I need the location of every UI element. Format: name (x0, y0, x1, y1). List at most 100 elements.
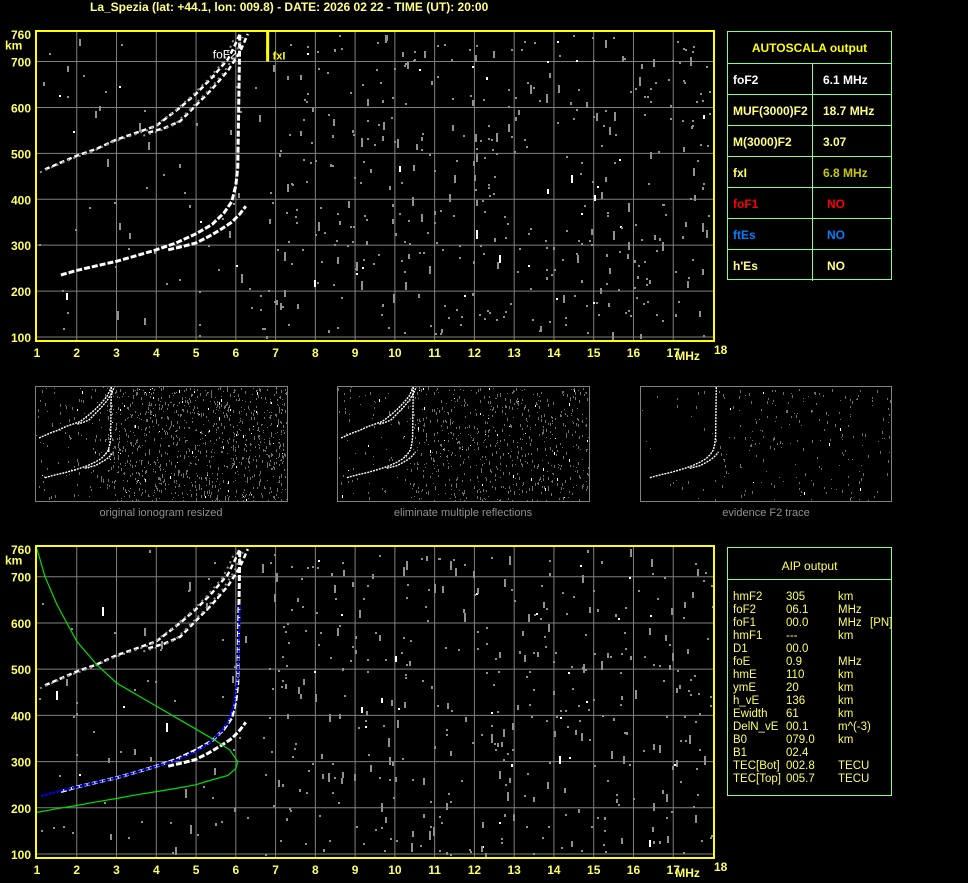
thumbnail-noise (517, 408, 518, 409)
thumbnail-noise (205, 390, 206, 391)
noise-echo (624, 732, 626, 734)
thumbnail-noise (516, 483, 517, 486)
autoscala-param-value: NO (827, 258, 845, 273)
thumbnail-noise (247, 481, 248, 483)
thumbnail-noise (438, 475, 439, 477)
noise-echo (430, 325, 432, 327)
thumbnail-noise (889, 452, 890, 453)
x-tick-label: 16 (627, 863, 641, 877)
thumbnail-noise (460, 499, 461, 500)
noise-echo (312, 108, 314, 112)
noise-echo (501, 838, 503, 840)
autoscala-row: fxI 6.8 MHz (728, 156, 891, 188)
noise-echo (690, 57, 692, 66)
thumbnail-noise (212, 485, 213, 488)
thumbnail-noise (281, 409, 282, 410)
noise-echo (509, 778, 511, 783)
thumbnail-noise (241, 462, 242, 465)
thumbnail-noise (414, 463, 415, 465)
thumbnail-noise (141, 419, 142, 420)
thumbnail-noise (246, 494, 247, 495)
thumbnail-noise (432, 409, 433, 412)
thumbnail-noise (113, 409, 114, 410)
thumbnail-noise (47, 468, 48, 470)
noise-echo (449, 194, 451, 202)
thumbnail-noise (187, 410, 188, 413)
thumbnail-noise (434, 409, 435, 412)
noise-echo (653, 744, 655, 750)
thumbnail-noise (188, 427, 189, 428)
thumbnail-noise (279, 446, 280, 449)
thumbnail-noise (538, 417, 539, 420)
thumbnail-noise (540, 477, 541, 480)
noise-echo (701, 840, 703, 842)
noise-echo (446, 729, 448, 731)
thumbnail-noise (562, 391, 563, 394)
thumbnail-noise (255, 456, 256, 457)
thumbnail-noise (374, 426, 375, 428)
thumbnail-noise (224, 415, 225, 418)
thumbnail-noise (190, 400, 191, 403)
thumbnail-noise (194, 407, 195, 409)
noise-echo (347, 245, 349, 247)
noise-echo (236, 265, 238, 267)
thumbnail-noise (859, 481, 860, 484)
thumbnail-noise (167, 416, 168, 419)
thumbnail-noise (267, 454, 268, 455)
thumbnail-noise (201, 495, 202, 498)
noise-echo (633, 798, 635, 800)
noise-echo (265, 774, 267, 776)
noise-echo (534, 614, 536, 616)
noise-echo (613, 231, 615, 240)
thumbnail-noise (339, 457, 340, 459)
noise-echo (381, 314, 383, 316)
noise-echo (507, 223, 509, 225)
thumbnail-noise (248, 466, 249, 468)
thumbnail-noise (187, 400, 188, 403)
thumbnail-noise (500, 463, 501, 465)
thumbnail-noise (586, 424, 587, 427)
thumbnail-noise (459, 447, 460, 449)
noise-echo (469, 849, 471, 851)
thumbnail-noise (642, 410, 643, 411)
thumbnail-noise (442, 407, 443, 410)
thumbnail-noise (264, 412, 265, 413)
noise-echo (321, 754, 323, 759)
thumbnail-noise (39, 486, 40, 488)
thumbnail-noise (455, 455, 456, 456)
thumbnail-noise (227, 387, 228, 388)
thumbnail-noise (159, 490, 160, 491)
thumbnail-noise (244, 448, 245, 451)
noise-echo (496, 319, 498, 321)
noise-echo (548, 624, 550, 632)
noise-echo (683, 147, 685, 152)
thumbnail-noise (464, 404, 465, 407)
thumbnail-noise (171, 423, 172, 426)
thumbnail-noise (770, 446, 771, 449)
noise-echo (277, 249, 279, 251)
noise-echo (273, 65, 275, 72)
noise-echo (703, 183, 705, 185)
noise-echo (700, 144, 702, 146)
noise-echo (501, 742, 503, 747)
thumbnail-noise (234, 461, 235, 464)
thumbnail-noise (152, 420, 153, 423)
thumbnail-noise (488, 431, 489, 432)
noise-echo (240, 111, 242, 113)
thumbnail-noise (218, 427, 219, 429)
thumbnail-noise (145, 471, 146, 474)
thumbnail-noise (483, 489, 484, 492)
thumbnail-noise (256, 459, 257, 462)
noise-echo (383, 725, 385, 727)
thumbnail-noise (216, 439, 217, 441)
thumbnail-noise (83, 400, 84, 403)
thumbnail-noise (270, 465, 271, 466)
noise-echo (665, 635, 667, 641)
aip-name: ymE (733, 682, 756, 694)
thumbnail-noise (860, 488, 861, 491)
thumbnail-noise (518, 451, 519, 454)
y-tick-label: 760 (11, 28, 31, 42)
thumbnail-noise (112, 405, 113, 407)
noise-echo (600, 288, 602, 294)
noise-echo (698, 693, 700, 695)
